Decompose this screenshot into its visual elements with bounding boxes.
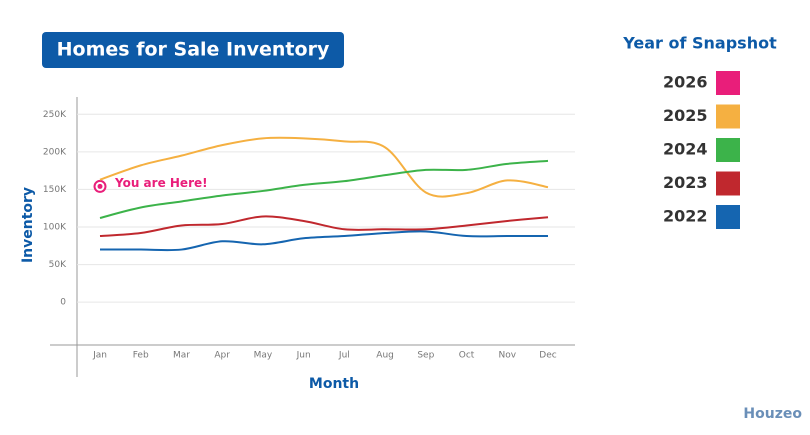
y-tick-label: 100K	[43, 223, 67, 233]
series-line	[99, 136, 549, 198]
x-tick-label: Jan	[92, 351, 107, 361]
point-marker-dot	[97, 183, 103, 189]
series-line	[99, 215, 549, 238]
series-line	[99, 159, 549, 219]
y-axis-label: Inventory	[20, 187, 36, 263]
x-tick-label: Jul	[338, 351, 350, 361]
legend-label: 2025	[663, 106, 708, 125]
annotation: You are Here!	[114, 176, 208, 190]
y-tick-label: 50K	[49, 260, 67, 270]
chart-title: Homes for Sale Inventory	[57, 39, 330, 61]
legend-swatch	[716, 104, 740, 129]
legend-title: Year of Snapshot	[622, 34, 777, 53]
x-axis-label: Month	[309, 376, 359, 392]
legend-label: 2023	[663, 173, 708, 192]
x-tick-label: May	[254, 351, 273, 361]
brand-logo: Houzeo	[743, 406, 802, 422]
x-tick-label: Jun	[296, 351, 311, 361]
title-box	[42, 32, 344, 68]
x-tick-label: Mar	[173, 351, 190, 361]
legend-label: 2022	[663, 207, 708, 226]
x-tick-label: Aug	[376, 351, 394, 361]
legend-swatch	[716, 205, 740, 229]
legend-label: 2024	[663, 140, 708, 159]
legend-label: 2026	[663, 73, 708, 92]
y-tick-label: 0	[60, 298, 66, 308]
y-tick-label: 250K	[43, 110, 67, 120]
x-tick-label: Dec	[539, 351, 556, 361]
x-tick-label: Apr	[214, 351, 230, 361]
legend-swatch	[716, 71, 740, 95]
x-tick-label: Feb	[133, 351, 149, 361]
x-tick-label: Oct	[459, 351, 475, 361]
legend-swatch	[716, 171, 740, 196]
y-tick-label: 200K	[43, 147, 67, 157]
y-tick-label: 150K	[43, 185, 67, 195]
x-tick-label: Nov	[498, 351, 516, 361]
series-line	[99, 230, 548, 252]
x-tick-label: Sep	[417, 351, 434, 361]
legend-swatch	[716, 138, 740, 162]
